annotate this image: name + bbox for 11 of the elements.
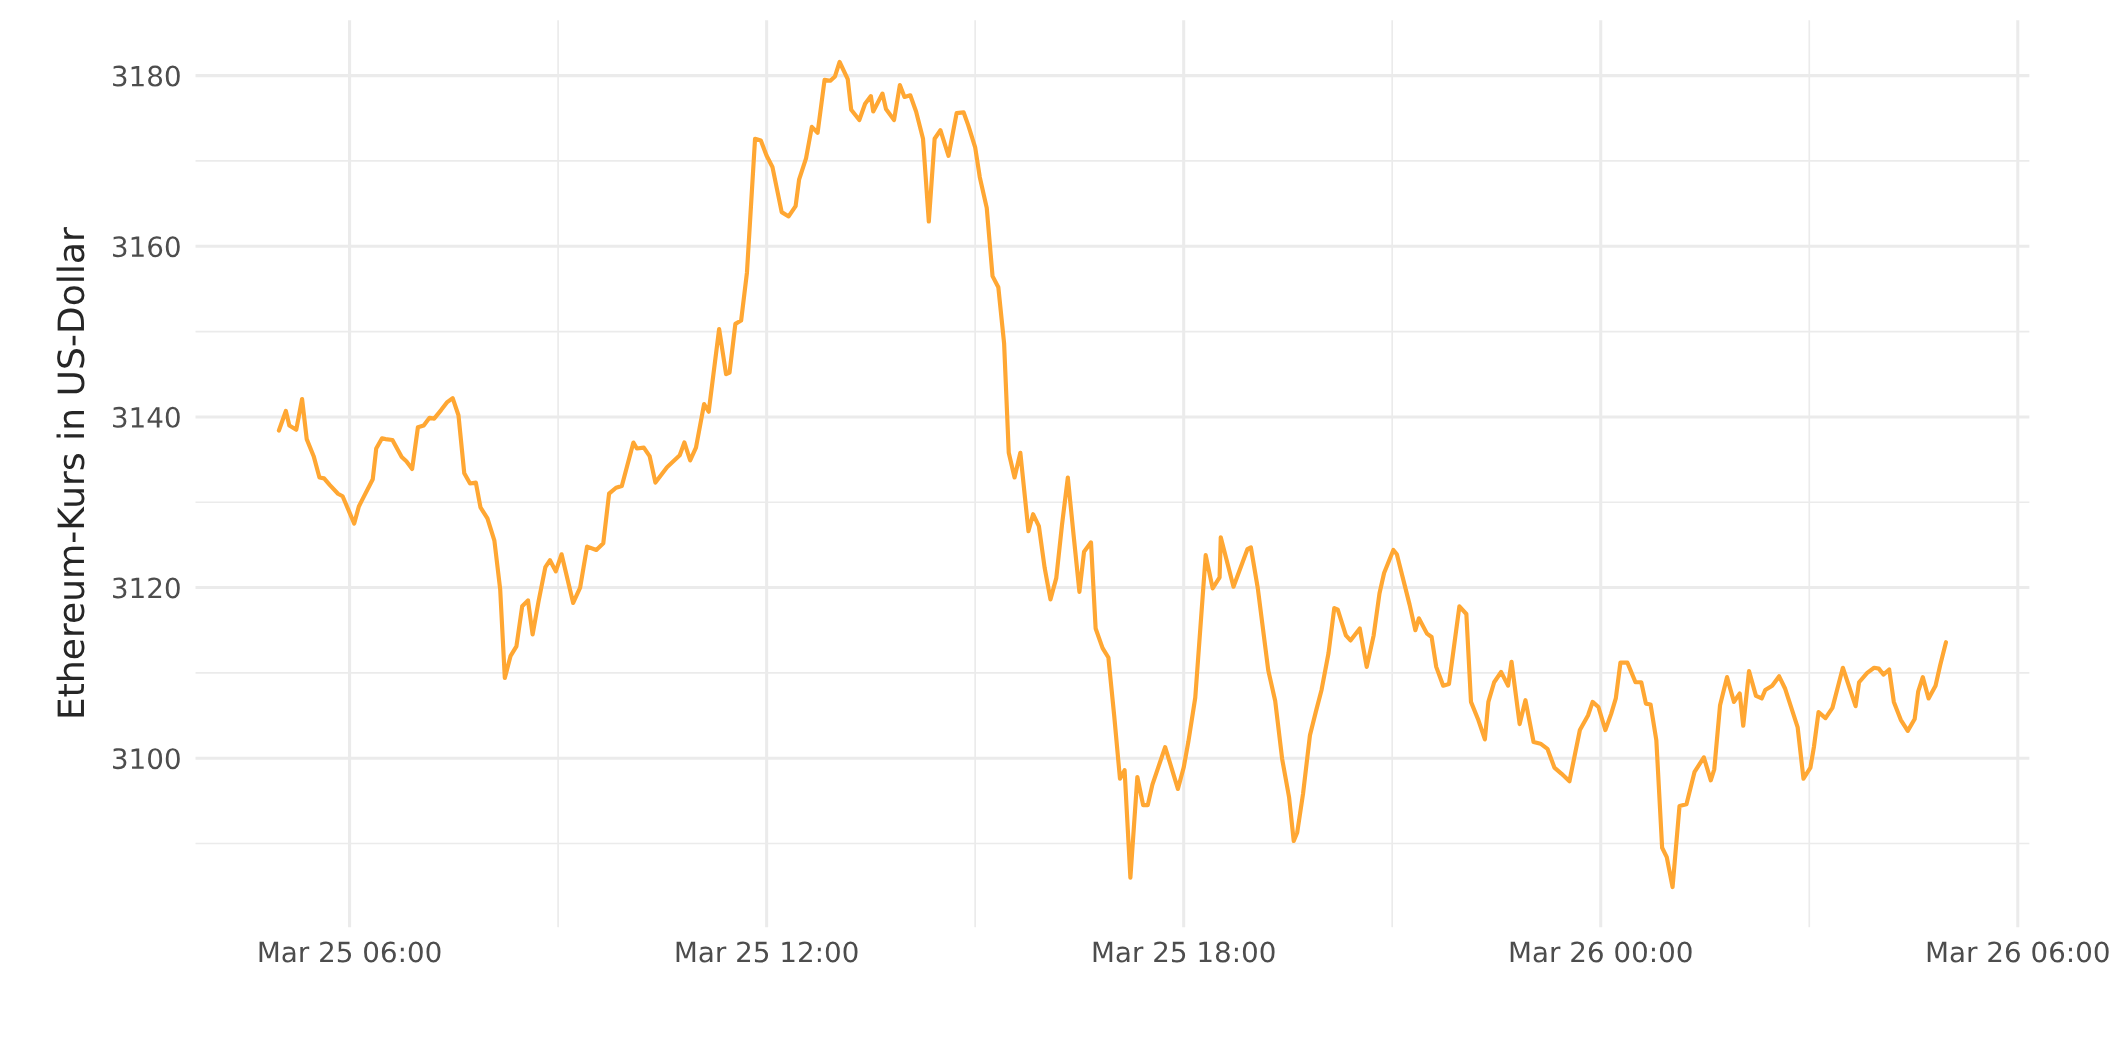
x-tick-label: Mar 25 12:00: [676, 941, 858, 963]
x-tick-label: Mar 25 18:00: [1093, 941, 1275, 963]
y-tick-label: 3100: [113, 748, 180, 770]
y-tick-label: 3120: [113, 577, 180, 599]
y-tick-label: 3140: [113, 406, 180, 428]
y-tick-label: 3160: [113, 236, 180, 258]
y-axis-title: Ethereum-Kurs in US-Dollar: [56, 227, 85, 717]
x-tick-label: Mar 26 00:00: [1510, 941, 1692, 963]
x-tick-label: Mar 26 06:00: [1927, 941, 2109, 963]
y-tick-label: 3180: [113, 65, 180, 87]
x-tick-label: Mar 25 06:00: [259, 941, 441, 963]
